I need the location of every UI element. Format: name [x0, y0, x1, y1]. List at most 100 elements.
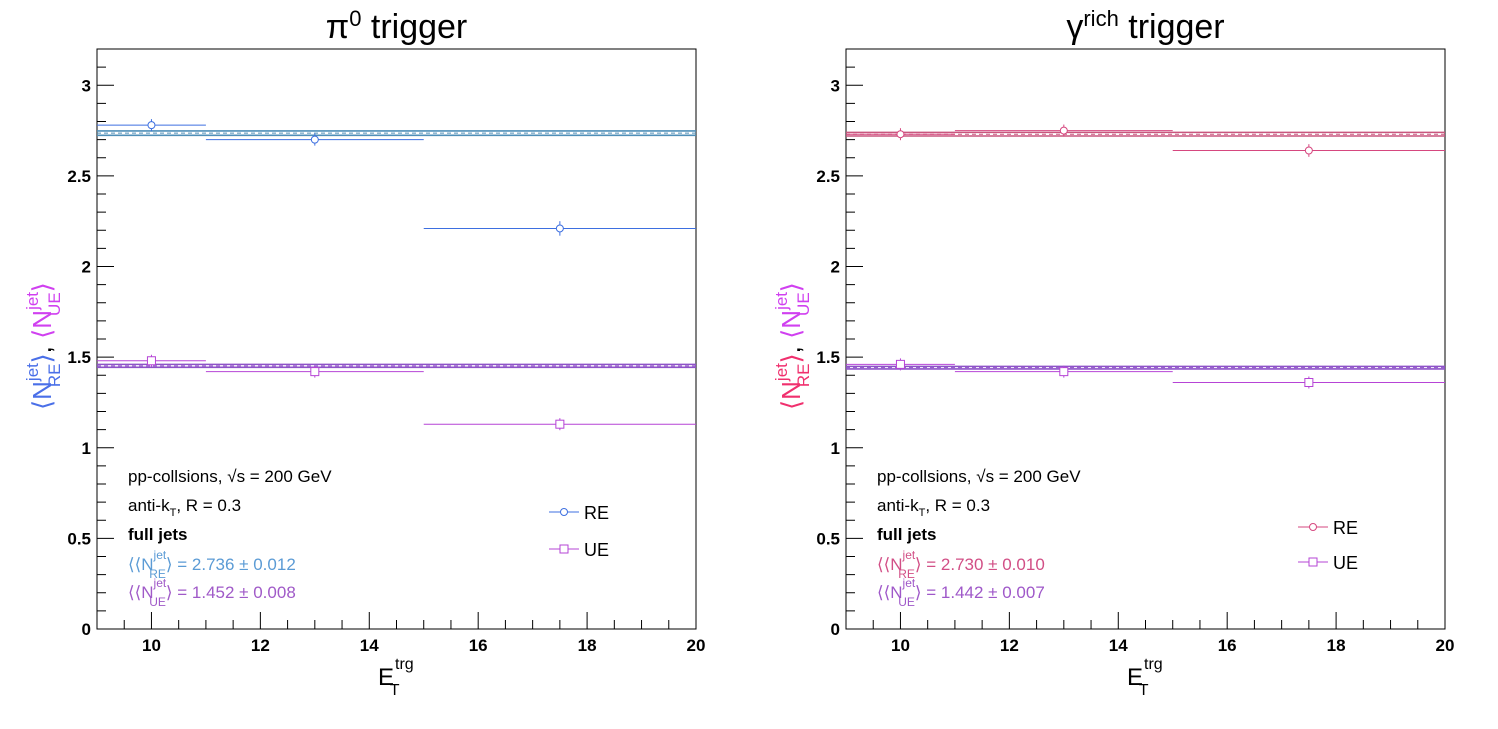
data-point-ue [954, 365, 1173, 378]
info-algorithm-sub: T [170, 507, 177, 519]
info-collisions-a: pp-collsions, [128, 467, 227, 486]
ylabel-n-re: N [27, 381, 57, 400]
ylabel-comma: , [27, 339, 57, 353]
x-tick-label: 14 [1109, 636, 1128, 655]
mean-open: ⟨⟨N [877, 555, 903, 574]
sqrt-sign: √ [227, 467, 237, 486]
data-point-ue [846, 358, 955, 371]
legend-entry-re: RE [549, 503, 609, 523]
mean-tail: ⟩ = 1.442 ± 0.007 [915, 583, 1045, 602]
x-tick-label: 16 [469, 636, 488, 655]
panel-title: γrich trigger [1066, 6, 1224, 46]
ylabel-bracket: ⟩ [27, 282, 57, 292]
xlabel-main: E [1127, 664, 1143, 691]
info-collisions-energy: = 200 GeV [994, 467, 1081, 486]
xlabel-subscript: T [1139, 682, 1149, 699]
mean-open: ⟨⟨N [877, 583, 903, 602]
mean-open: ⟨⟨N [128, 555, 154, 574]
ylabel-bracket: ⟨ [776, 400, 806, 410]
info-algorithm-b: , R = 0.3 [925, 496, 990, 515]
chart-panel-2: 10 12 14 16 18 20 0 0.5 1 1.5 2 2.5 3 γrich trigger Et… [772, 6, 1454, 699]
xlabel-superscript: trg [395, 656, 414, 673]
y-tick-label: 0 [82, 620, 91, 639]
marker-square [1304, 378, 1314, 387]
data-point-re [846, 128, 955, 141]
y-tick-label: 1 [831, 439, 840, 458]
series-ue [846, 358, 1445, 389]
series-ue [97, 354, 696, 431]
data-point-re [97, 119, 206, 132]
info-algorithm-sub: T [919, 507, 926, 519]
y-tick-label: 3 [831, 76, 840, 95]
info-jet-type: full jets [877, 525, 937, 544]
y-tick-label: 2 [831, 258, 840, 277]
y-tick-label: 0 [831, 620, 840, 639]
legend-label: UE [584, 540, 609, 560]
x-tick-label: 10 [891, 636, 910, 655]
info-algorithm: anti-kT, R = 0.3 [128, 496, 241, 519]
data-point-ue [423, 418, 696, 431]
mean-tail: ⟩ = 2.730 ± 0.010 [915, 555, 1045, 574]
x-tick-label: 12 [251, 636, 270, 655]
mean-tail: ⟩ = 2.736 ± 0.012 [166, 555, 296, 574]
mean-sub: UE [149, 595, 166, 609]
mean-open: ⟨⟨N [128, 583, 154, 602]
title-main: γ [1066, 8, 1083, 46]
info-algorithm-a: anti-k [128, 496, 170, 515]
panel-title: π0 trigger [326, 6, 468, 46]
xlabel-main: E [378, 664, 394, 691]
mean-tail: ⟩ = 1.452 ± 0.008 [166, 583, 296, 602]
data-point-re [954, 124, 1173, 137]
data-point-re [205, 133, 424, 146]
y-tick-label: 2.5 [67, 167, 91, 186]
legend-label: RE [584, 503, 609, 523]
mean-sup: jet [902, 548, 916, 562]
xlabel-subscript: T [390, 682, 400, 699]
x-axis-label: Etrg T [378, 656, 414, 699]
info-algorithm: anti-kT, R = 0.3 [877, 496, 990, 519]
y-axis-label: ⟨Njet RE⟩, ⟨Njet UE⟩ [772, 282, 813, 410]
legend-label: RE [1333, 518, 1358, 538]
x-axis-label: Etrg T [1127, 656, 1163, 699]
y-axis-label-text: ⟨Njet RE⟩, ⟨Njet UE⟩ [772, 282, 813, 410]
info-collisions-s: s [237, 467, 246, 486]
x-tick-label: 18 [578, 636, 597, 655]
mean-sub: RE [149, 567, 166, 581]
ylabel-sup-re: jet [23, 363, 42, 382]
info-collisions-energy: = 200 GeV [245, 467, 332, 486]
legend-marker-square [559, 544, 569, 554]
mean-value-re: ⟨⟨Njet RE⟩ = 2.736 ± 0.012 [128, 548, 296, 581]
data-point-re [1172, 144, 1445, 157]
y-tick-label: 1 [82, 439, 91, 458]
info-collisions-s: s [986, 467, 995, 486]
title-superscript: 0 [349, 6, 361, 31]
ylabel-sup-ue: jet [772, 292, 791, 311]
marker-square [555, 419, 565, 429]
x-tick-label: 18 [1327, 636, 1346, 655]
title-rest: trigger [1119, 8, 1225, 46]
info-algorithm-a: anti-k [877, 496, 919, 515]
sqrt-sign: √ [976, 467, 986, 486]
info-algorithm-b: , R = 0.3 [176, 496, 241, 515]
title-rest: trigger [361, 8, 467, 46]
marker-circle [555, 224, 564, 233]
x-tick-label: 16 [1218, 636, 1237, 655]
ylabel-sub-ue: UE [45, 292, 64, 316]
x-tick-label: 20 [1436, 636, 1455, 655]
data-point-ue [1172, 376, 1445, 389]
legend-marker-circle [1309, 523, 1317, 531]
xlabel-superscript: trg [1144, 656, 1163, 673]
y-tick-label: 2.5 [816, 167, 840, 186]
legend-entry-re: RE [1298, 518, 1358, 538]
mean-value-ue: ⟨⟨Njet UE⟩ = 1.442 ± 0.007 [877, 576, 1045, 609]
info-collisions: pp-collsions, √s = 200 GeV [877, 467, 1081, 486]
series-re [97, 119, 696, 236]
y-axis-label-text: ⟨Njet RE⟩, ⟨Njet UE⟩ [23, 282, 64, 410]
mean-value-ue: ⟨⟨Njet UE⟩ = 1.452 ± 0.008 [128, 576, 296, 609]
marker-circle [1059, 126, 1068, 135]
marker-circle [896, 130, 905, 139]
x-tick-label: 10 [142, 636, 161, 655]
